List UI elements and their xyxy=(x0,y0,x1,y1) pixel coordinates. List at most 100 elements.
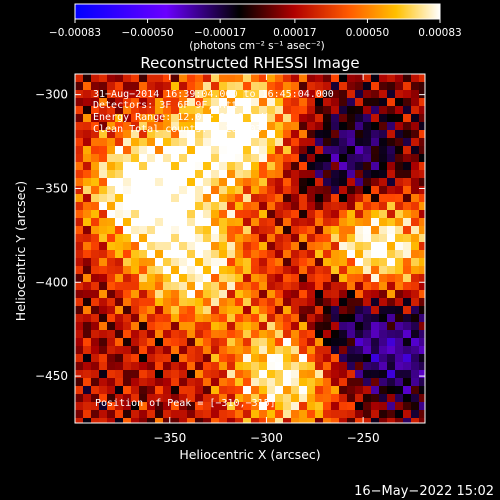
heatmap-cell xyxy=(251,130,260,139)
heatmap-cell xyxy=(91,378,100,387)
heatmap-cell xyxy=(131,394,140,403)
heatmap-cell xyxy=(363,130,372,139)
heatmap-cell xyxy=(403,242,412,251)
heatmap-cell xyxy=(203,178,212,187)
heatmap-cell xyxy=(403,410,412,419)
heatmap-cell xyxy=(179,378,188,387)
heatmap-cell xyxy=(195,194,204,203)
heatmap-cell xyxy=(307,226,316,235)
heatmap-cell xyxy=(147,418,156,423)
heatmap-cell xyxy=(371,242,380,251)
heatmap-cell xyxy=(107,186,116,195)
heatmap-cell xyxy=(139,330,148,339)
heatmap-cell xyxy=(139,242,148,251)
heatmap-cell xyxy=(227,186,236,195)
heatmap-cell xyxy=(323,170,332,179)
heatmap-cell xyxy=(267,298,276,307)
heatmap-cell xyxy=(219,234,228,243)
heatmap-cell xyxy=(203,226,212,235)
heatmap-cell xyxy=(363,378,372,387)
heatmap-cell xyxy=(251,186,260,195)
heatmap-cell xyxy=(387,330,396,339)
heatmap-cell xyxy=(179,386,188,395)
heatmap-cell xyxy=(115,418,124,423)
heatmap-cell xyxy=(379,90,388,99)
heatmap-cell xyxy=(371,386,380,395)
heatmap-cell xyxy=(83,378,92,387)
heatmap-cell xyxy=(379,122,388,131)
heatmap-cell xyxy=(315,394,324,403)
heatmap-cell xyxy=(307,138,316,147)
heatmap-cell xyxy=(275,298,284,307)
heatmap-cell xyxy=(267,154,276,163)
heatmap-cell xyxy=(411,74,420,83)
heatmap-cell xyxy=(107,122,116,131)
heatmap-cell xyxy=(395,234,404,243)
heatmap-cell xyxy=(347,250,356,259)
heatmap-cell xyxy=(419,122,425,131)
heatmap-cell xyxy=(331,210,340,219)
heatmap-cell xyxy=(315,82,324,91)
heatmap-cell xyxy=(419,322,425,331)
heatmap-cell xyxy=(147,338,156,347)
heatmap-cell xyxy=(339,322,348,331)
heatmap-cell xyxy=(307,354,316,363)
heatmap-cell xyxy=(131,306,140,315)
heatmap-cell xyxy=(179,218,188,227)
heatmap-cell xyxy=(83,74,92,83)
heatmap-cell xyxy=(403,154,412,163)
heatmap-cell xyxy=(259,130,268,139)
heatmap-cell xyxy=(259,226,268,235)
heatmap-cell xyxy=(123,362,132,371)
heatmap-cell xyxy=(91,314,100,323)
heatmap-cell xyxy=(163,146,172,155)
heatmap-cell xyxy=(227,290,236,299)
heatmap-cell xyxy=(379,234,388,243)
heatmap-cell xyxy=(115,314,124,323)
heatmap-cell xyxy=(99,370,108,379)
heatmap-cell xyxy=(91,306,100,315)
heatmap-cell xyxy=(219,410,228,419)
heatmap-cell xyxy=(195,242,204,251)
heatmap-cell xyxy=(347,394,356,403)
heatmap-cell xyxy=(179,194,188,203)
heatmap-cell xyxy=(267,106,276,115)
heatmap-cell xyxy=(331,194,340,203)
heatmap-cell xyxy=(83,90,92,99)
heatmap-cell xyxy=(259,386,268,395)
heatmap-cell xyxy=(251,322,260,331)
heatmap-cell xyxy=(179,154,188,163)
heatmap-cell xyxy=(347,290,356,299)
heatmap-cell xyxy=(347,106,356,115)
heatmap-cell xyxy=(371,290,380,299)
heatmap-cell xyxy=(299,290,308,299)
heatmap-cell xyxy=(411,386,420,395)
heatmap-cell xyxy=(107,402,116,411)
heatmap-cell xyxy=(227,234,236,243)
heatmap-cell xyxy=(299,250,308,259)
heatmap-cell xyxy=(139,402,148,411)
heatmap-cell xyxy=(107,98,116,107)
heatmap-cell xyxy=(75,266,84,275)
heatmap-cell xyxy=(243,122,252,131)
heatmap-cell xyxy=(211,266,220,275)
heatmap-cell xyxy=(283,114,292,123)
heatmap-cell xyxy=(251,370,260,379)
heatmap-cell xyxy=(307,170,316,179)
heatmap-cell xyxy=(163,138,172,147)
heatmap-cell xyxy=(387,138,396,147)
heatmap-cell xyxy=(379,402,388,411)
heatmap-cell xyxy=(83,194,92,203)
heatmap-cell xyxy=(307,306,316,315)
heatmap-cell xyxy=(203,346,212,355)
heatmap-cell xyxy=(91,154,100,163)
heatmap-cell xyxy=(203,82,212,91)
heatmap-cell xyxy=(171,362,180,371)
heatmap-cell xyxy=(267,130,276,139)
heatmap-cell xyxy=(251,250,260,259)
heatmap-cell xyxy=(403,178,412,187)
heatmap-cell xyxy=(179,114,188,123)
heatmap-cell xyxy=(283,138,292,147)
heatmap-cell xyxy=(379,226,388,235)
heatmap-cell xyxy=(371,258,380,267)
